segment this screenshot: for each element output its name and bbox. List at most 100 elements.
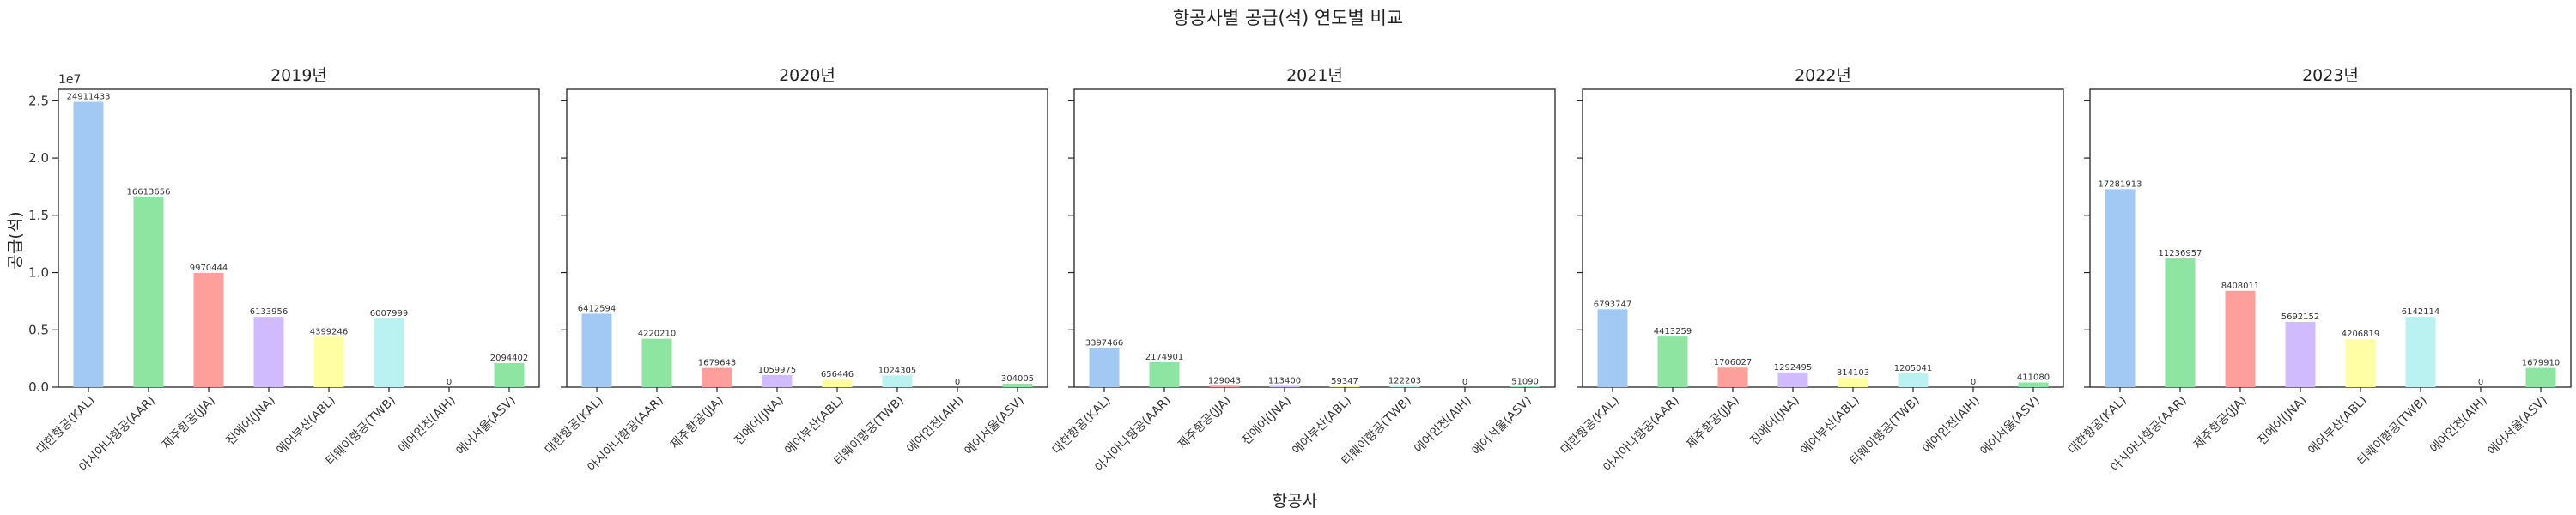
data-label: 1679643 <box>698 359 737 368</box>
plot-frame <box>2089 88 2572 388</box>
bar <box>1597 309 1628 387</box>
bar <box>494 363 525 387</box>
data-label: 3397466 <box>1085 339 1124 348</box>
x-tick-label: 진에어(JNA) <box>2255 394 2309 448</box>
x-tick-label: 진에어(JNA) <box>732 394 786 448</box>
data-label: 2174901 <box>1145 353 1184 362</box>
x-tick-label: 대한항공(KAL) <box>543 394 606 457</box>
data-label: 4206819 <box>2342 330 2380 339</box>
data-label: 0 <box>1462 378 1467 387</box>
data-label: 2094402 <box>490 354 529 363</box>
x-tick-label: 에어인천(AIH) <box>396 394 459 457</box>
data-label: 17281913 <box>2099 179 2142 189</box>
data-label: 16613656 <box>127 187 171 197</box>
x-tick-label: 에어서울(ASV) <box>2486 394 2550 458</box>
x-tick-label: 제주항공(JJA) <box>1684 394 1742 452</box>
panel-title: 2021년 <box>1286 66 1343 85</box>
data-label: 6793747 <box>1594 300 1632 309</box>
data-label: 0 <box>447 378 452 387</box>
x-tick-label: 에어부산(ABL) <box>274 394 338 458</box>
data-label: 6142114 <box>2402 307 2440 317</box>
data-label: 6412594 <box>578 304 617 313</box>
plot-frame <box>58 88 540 388</box>
x-tick-label: 에어부산(ABL) <box>1798 394 1862 458</box>
x-tick-label: 에어부산(ABL) <box>782 394 847 458</box>
y-tick-label: 0.0 <box>28 379 49 395</box>
data-label: 1679910 <box>2522 359 2561 368</box>
bar <box>1089 348 1120 387</box>
panel-title: 2022년 <box>1795 66 1851 85</box>
data-label: 8408011 <box>2221 282 2260 291</box>
y-tick-label: 0.5 <box>28 322 49 337</box>
data-label: 5692152 <box>2281 312 2320 322</box>
data-label: 0 <box>2478 378 2483 387</box>
data-label: 6133956 <box>250 307 289 317</box>
x-tick-label: 에어부산(ABL) <box>2306 394 2370 458</box>
bar <box>2105 189 2136 387</box>
x-tick-label: 에어인천(AIH) <box>1412 394 1474 457</box>
figure-title: 항공사별 공급(석) 연도별 비교 <box>1173 8 1403 28</box>
x-tick-label: 제주항공(JJA) <box>160 394 218 452</box>
x-tick-label: 진에어(JNA) <box>1747 394 1801 448</box>
panel-title: 2020년 <box>779 66 835 85</box>
x-axis-label: 항공사 <box>1273 492 1317 511</box>
bar <box>822 379 853 387</box>
x-tick-label: 에어인천(AIH) <box>1920 394 1983 457</box>
bar <box>1389 385 1420 387</box>
x-tick-label: 대한항공(KAL) <box>34 394 98 457</box>
data-label: 11236957 <box>2159 249 2202 258</box>
chart-panel-4: 2022년6793747대한항공(KAL)4413259아시아나항공(AAR)1… <box>1558 66 2064 475</box>
x-tick-label: 에어서울(ASV) <box>1978 394 2043 458</box>
x-tick-label: 대한항공(KAL) <box>1050 394 1114 457</box>
data-label: 0 <box>1971 378 1976 387</box>
bar <box>762 374 793 387</box>
bar <box>1510 386 1540 387</box>
data-label: 1706027 <box>1714 358 1753 367</box>
bar <box>1002 383 1033 387</box>
chart-panel-5: 2023년17281913대한항공(KAL)11236957아시아나항공(AAR… <box>2066 66 2572 475</box>
x-tick-label: 제주항공(JJA) <box>2191 394 2250 452</box>
bar <box>2018 382 2049 387</box>
data-label: 122203 <box>1388 376 1421 385</box>
bar <box>581 313 612 387</box>
x-tick-label: 대한항공(KAL) <box>2066 394 2129 457</box>
data-label: 4413259 <box>1654 327 1692 336</box>
y-tick-label: 1.0 <box>28 265 49 281</box>
data-label: 59347 <box>1331 377 1358 386</box>
x-tick-label: 진에어(JNA) <box>223 394 277 448</box>
bar <box>1777 372 1808 387</box>
bar <box>1329 386 1360 387</box>
bar <box>133 197 164 387</box>
x-tick-label: 에어부산(ABL) <box>1290 394 1354 458</box>
bar <box>1149 361 1180 387</box>
plot-frame <box>566 88 1048 388</box>
data-label: 24911433 <box>67 93 111 102</box>
data-label: 1292495 <box>1774 363 1813 373</box>
bar <box>1838 378 1868 387</box>
y-tick-label: 1.5 <box>28 208 49 223</box>
bar <box>641 338 672 387</box>
bar <box>1209 385 1240 387</box>
plot-frame <box>1582 88 2064 388</box>
bar <box>2405 317 2436 387</box>
data-label: 656446 <box>821 370 854 379</box>
x-tick-label: 에어인천(AIH) <box>904 394 967 457</box>
bar <box>1717 367 1748 387</box>
data-label: 51090 <box>1511 377 1539 386</box>
x-tick-label: 제주항공(JJA) <box>1176 394 1234 452</box>
data-label: 4220210 <box>638 330 677 339</box>
data-label: 304005 <box>1001 374 1034 384</box>
bar <box>2225 290 2256 387</box>
chart-panel-1: 2019년 0.0 0.5 1.0 1.5 2.0 2.5 24911433 대한항공(KAL)… <box>28 66 540 475</box>
x-tick-label: 에어서울(ASV) <box>1470 394 1534 458</box>
data-label: 1024305 <box>878 366 917 375</box>
data-label: 129043 <box>1208 376 1241 385</box>
x-tick-label: 제주항공(JJA) <box>668 394 726 452</box>
bar <box>702 367 732 387</box>
data-label: 1205041 <box>1894 364 1933 373</box>
y-axis-label: 공급(석) <box>6 211 25 269</box>
y-tick-label: 2.5 <box>28 93 49 108</box>
bar <box>1657 336 1688 387</box>
